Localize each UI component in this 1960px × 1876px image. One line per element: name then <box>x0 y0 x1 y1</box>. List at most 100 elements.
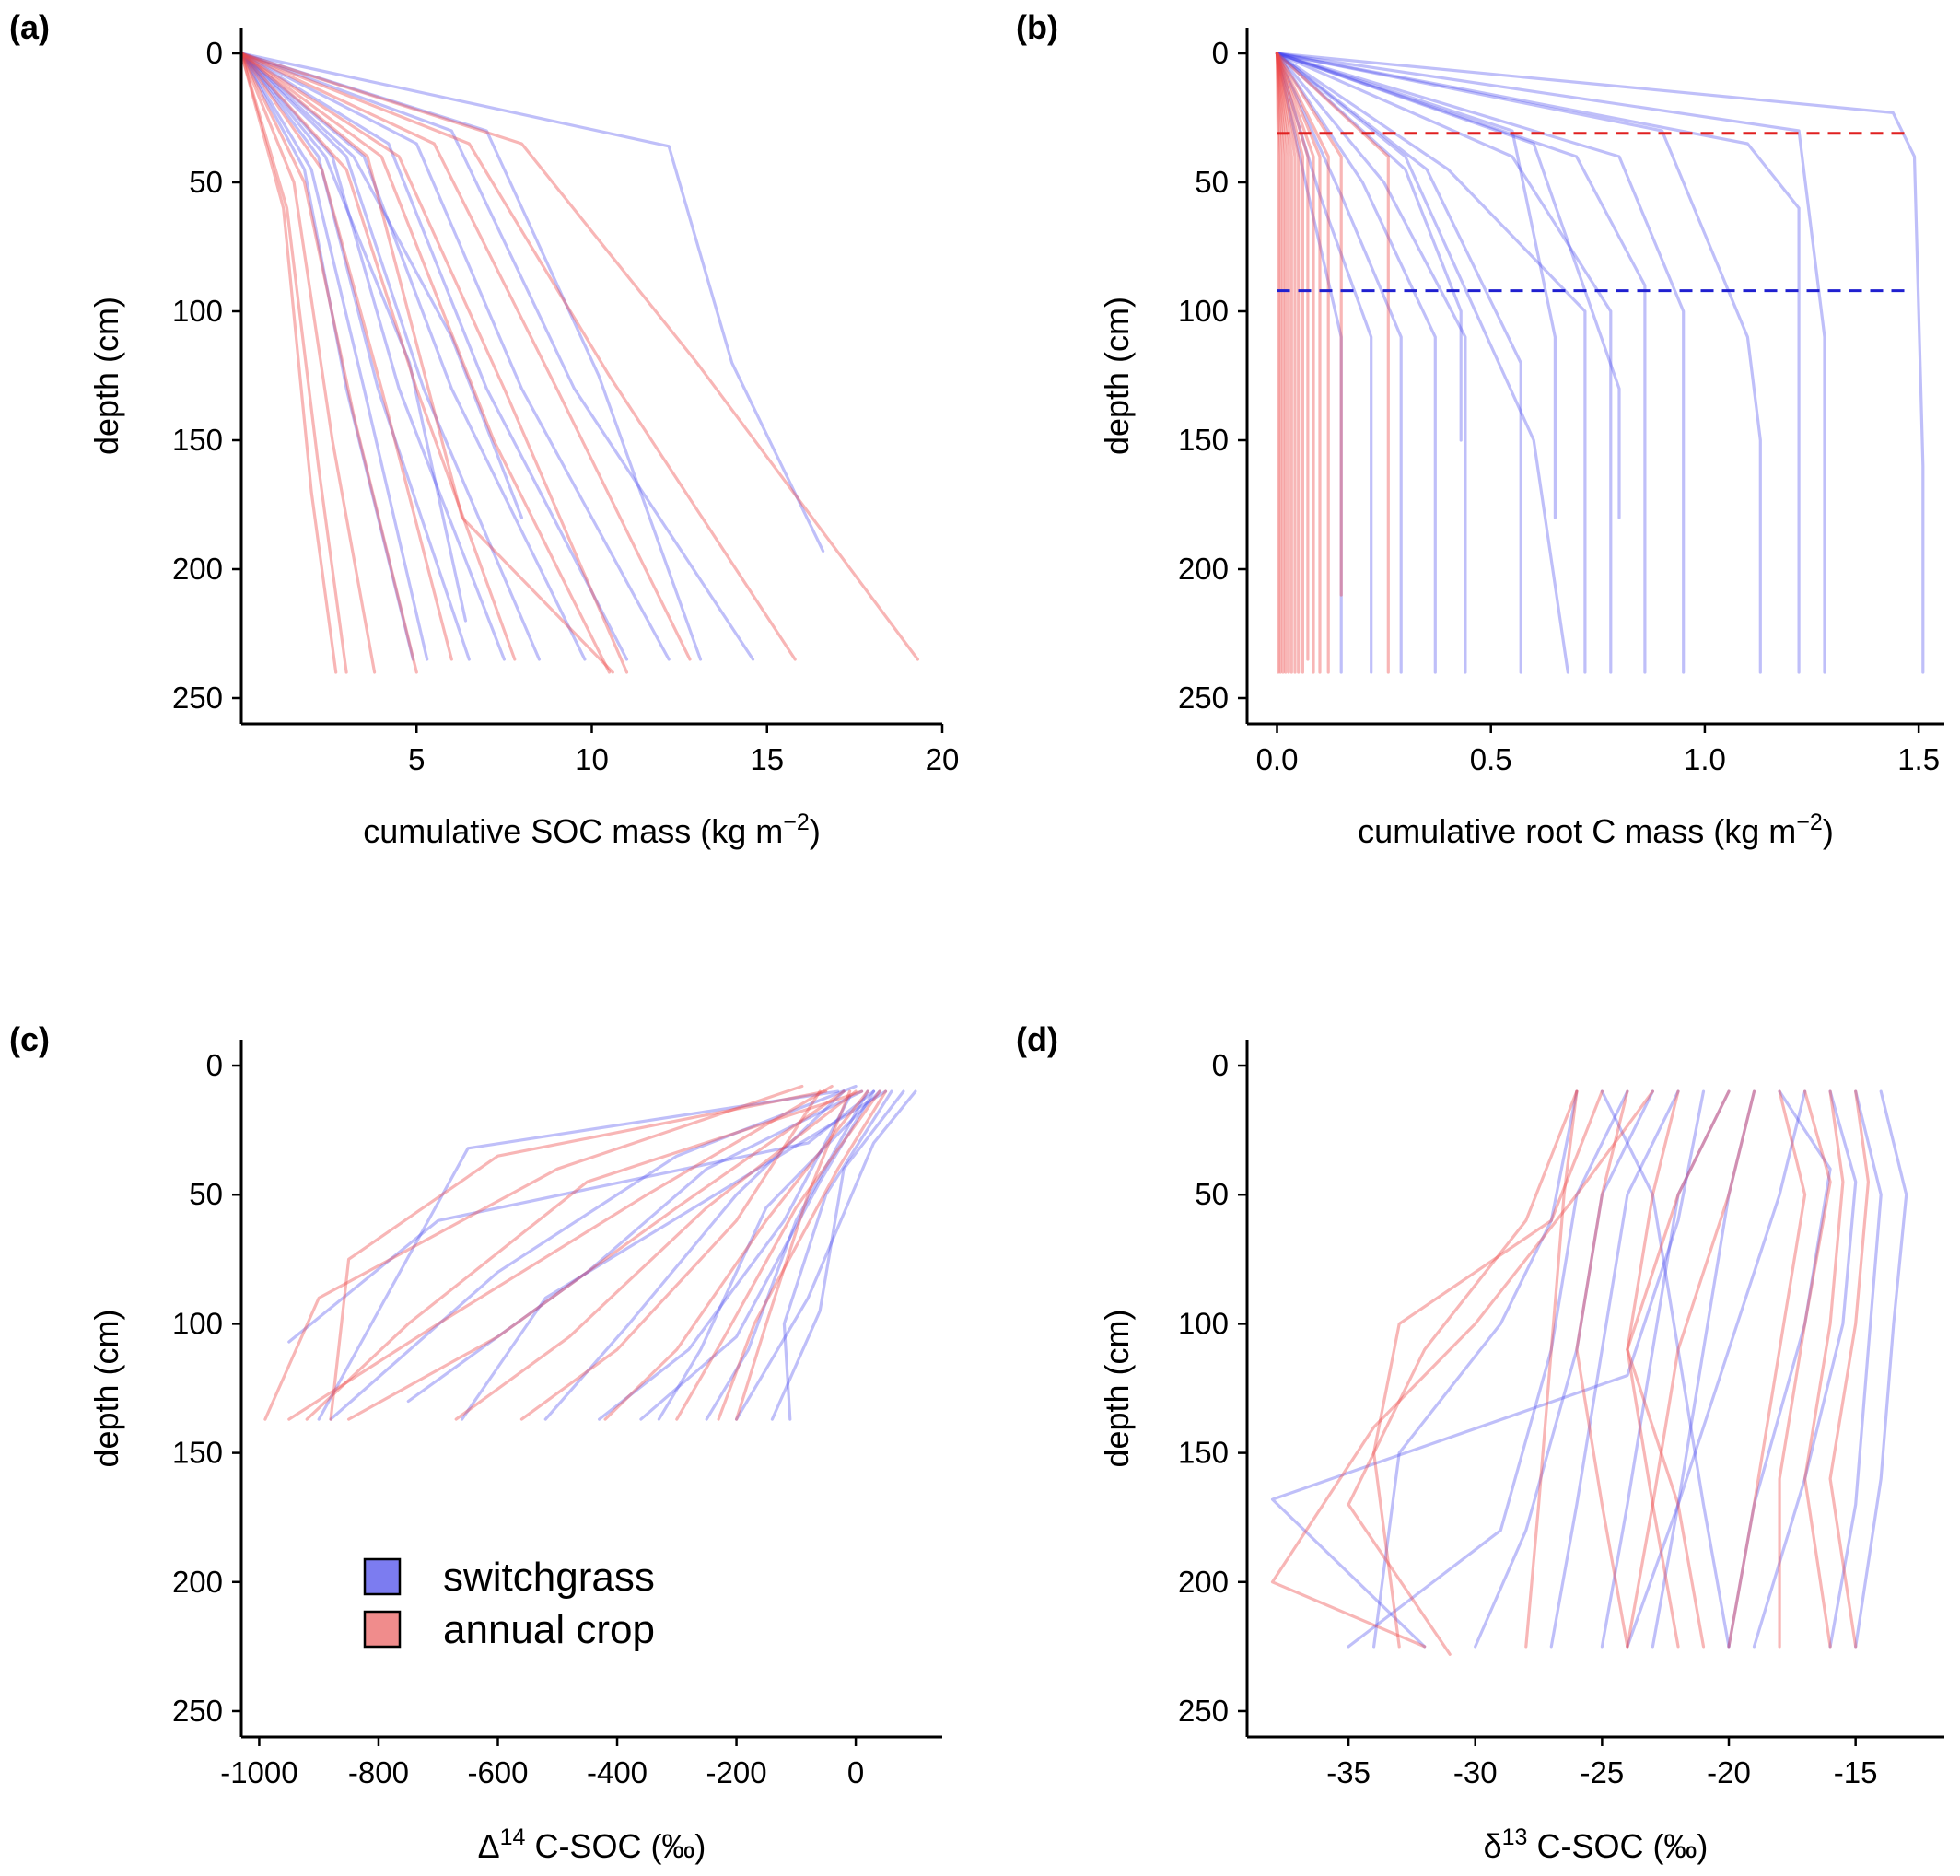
y-tick-label: 100 <box>172 1306 223 1340</box>
y-tick-label: 200 <box>1178 1565 1229 1599</box>
x-axis-label: δ13 C-SOC (‰) <box>1484 1824 1709 1865</box>
annual-crop-profile-29 <box>1275 52 1322 674</box>
switchgrass-profile-6 <box>1549 1089 1680 1649</box>
switchgrass-profile-4 <box>1651 1089 1756 1649</box>
panel-c: 0 50 100 150 200 250 -1000 -800 -600 -400 -200 0 dep… <box>9 1020 942 1865</box>
annual-crop-profile-30 <box>1275 52 1330 674</box>
annual-crop-profile-17 <box>1626 1089 1680 1649</box>
switchgrass-profile-1 <box>406 1089 864 1404</box>
annual-crop-profile-19 <box>1524 1089 1579 1649</box>
annual-crop-profile-19 <box>1275 52 1282 674</box>
annual-crop-profile-24 <box>1275 52 1297 674</box>
x-tick-label: 10 <box>575 742 609 776</box>
switchgrass-profile-0 <box>1854 1089 1908 1649</box>
annual-crop-profile-28 <box>1275 52 1315 674</box>
annual-crop-profile-14 <box>239 52 797 661</box>
switchgrass-profile-3 <box>239 52 671 661</box>
panel-label: (a) <box>9 8 50 46</box>
profile-lines <box>1275 52 1925 674</box>
annual-crop-profile-18 <box>603 1089 869 1421</box>
profile-lines <box>1270 1089 1908 1656</box>
annual-crop-profile-16 <box>1626 1089 1731 1649</box>
switchgrass-profile-0 <box>239 52 825 553</box>
y-tick-label: 0 <box>206 36 223 70</box>
y-tick-label: 0 <box>1212 1048 1229 1082</box>
switchgrass-profile-8 <box>461 1089 888 1421</box>
y-tick-label: 50 <box>1195 1177 1229 1211</box>
annual-crop-profile-32 <box>1275 52 1390 674</box>
y-tick-label: 150 <box>1178 423 1229 457</box>
annual-crop-profile-27 <box>1275 52 1310 661</box>
x-tick-label: -600 <box>467 1755 528 1789</box>
y-tick-label: 100 <box>172 294 223 328</box>
switchgrass-profile-9 <box>1275 52 1522 674</box>
switchgrass-profile-9 <box>1270 1089 1706 1649</box>
x-tick-label: -1000 <box>220 1755 298 1789</box>
y-tick-label: 50 <box>189 165 223 199</box>
x-tick-label: 0 <box>847 1755 864 1789</box>
switchgrass-profile-1 <box>239 52 703 661</box>
x-tick-label: 0.5 <box>1470 742 1512 776</box>
annual-crop-profile-21 <box>1275 52 1288 674</box>
y-tick-label: 250 <box>1178 681 1229 715</box>
y-tick-label: 50 <box>189 1177 223 1211</box>
switchgrass-profile-8 <box>1275 52 1569 674</box>
annual-crop-profile-31 <box>1275 52 1343 597</box>
annual-crop-profile-20 <box>239 52 418 674</box>
switchgrass-profile-5 <box>782 1089 893 1421</box>
annual-crop-profile-25 <box>1275 52 1301 674</box>
panel-label: (c) <box>9 1020 50 1058</box>
profile-lines <box>263 1084 917 1421</box>
x-tick-label: -200 <box>706 1755 767 1789</box>
legend-swatch-switchgrass <box>363 1557 402 1596</box>
x-tick-label: 15 <box>750 742 784 776</box>
y-tick-label: 200 <box>172 552 223 586</box>
x-tick-label: -20 <box>1707 1755 1751 1789</box>
switchgrass-profile-2 <box>239 52 755 661</box>
legend-swatch-annual-crop <box>363 1610 402 1649</box>
legend-label-switchgrass: switchgrass <box>443 1555 655 1600</box>
annual-crop-profile-20 <box>1275 52 1285 674</box>
x-tick-label: 1.0 <box>1684 742 1726 776</box>
panel-b: 0 50 100 150 200 250 0.0 0.5 1.0 1.5 depth (cm) cum… <box>1016 8 1944 850</box>
annual-crop-profile-16 <box>454 1089 858 1421</box>
panel-d: 0 50 100 150 200 250 -35 -30 -25 -20 -15 depth (cm)… <box>1016 1020 1944 1865</box>
switchgrass-profile-0 <box>287 1089 876 1344</box>
switchgrass-profile-12 <box>1275 52 1403 674</box>
switchgrass-profile-5 <box>239 52 587 661</box>
panel-a: 0 50 100 150 200 250 5 10 15 20 depth (cm) cumulati… <box>9 8 959 850</box>
legend-label-annual-crop: annual crop <box>443 1607 655 1652</box>
annual-crop-profile-15 <box>239 52 692 661</box>
switchgrass-profile-11 <box>1600 1089 1731 1649</box>
annual-crop-profile-21 <box>239 52 377 674</box>
switchgrass-profile-1 <box>1828 1089 1883 1649</box>
x-tick-label: -15 <box>1834 1755 1878 1789</box>
annual-crop-profile-21 <box>1270 1089 1655 1649</box>
switchgrass-profile-4 <box>239 52 629 661</box>
x-axis-label: Δ14 C-SOC (‰) <box>478 1824 706 1865</box>
annual-crop-profile-24 <box>239 52 612 674</box>
annual-crop-profile-13 <box>1828 1089 1871 1649</box>
annual-crop-profile-23 <box>1275 52 1293 674</box>
y-tick-label: 150 <box>172 423 223 457</box>
switchgrass-profile-0 <box>1275 52 1925 674</box>
y-tick-label: 50 <box>1195 165 1229 199</box>
annual-crop-profile-23 <box>1626 1089 1756 1649</box>
switchgrass-profile-17 <box>1275 52 1463 442</box>
profile-lines <box>239 52 920 674</box>
annual-crop-profile-18 <box>239 52 517 661</box>
y-tick-label: 250 <box>172 1694 223 1728</box>
panel-label: (d) <box>1016 1020 1058 1058</box>
x-tick-label: 20 <box>926 742 960 776</box>
switchgrass-profile-12 <box>239 52 468 623</box>
switchgrass-profile-2 <box>543 1089 846 1421</box>
annual-crop-profile-20 <box>1371 1089 1604 1649</box>
switchgrass-profile-11 <box>317 1089 840 1421</box>
annual-crop-profile-22 <box>1347 1089 1579 1656</box>
switchgrass-profile-10 <box>1626 1089 1807 1649</box>
switchgrass-profile-10 <box>239 52 414 661</box>
annual-crop-profile-22 <box>239 52 348 674</box>
x-tick-label: -800 <box>348 1755 409 1789</box>
switchgrass-profile-10 <box>639 1089 876 1421</box>
annual-crop-profile-24 <box>1727 1089 1807 1649</box>
